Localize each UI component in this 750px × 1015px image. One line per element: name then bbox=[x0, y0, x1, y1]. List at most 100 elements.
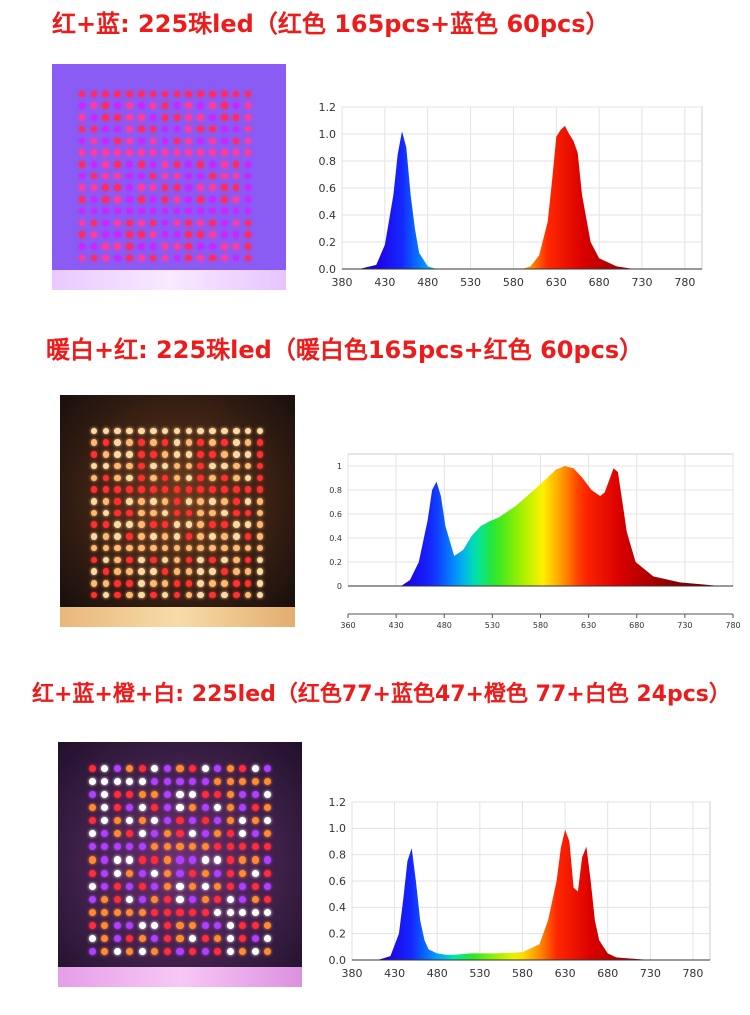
led-dot bbox=[114, 474, 121, 482]
led-dot bbox=[101, 765, 109, 773]
led-dot bbox=[226, 882, 234, 890]
led-dot bbox=[185, 580, 193, 587]
led-dot bbox=[233, 521, 240, 528]
led-dot bbox=[244, 462, 252, 470]
led-dot bbox=[256, 474, 264, 482]
led-dot bbox=[256, 544, 264, 552]
led-dot bbox=[185, 497, 193, 505]
led-dot bbox=[163, 843, 171, 851]
led-dot bbox=[101, 908, 109, 916]
led-dot bbox=[221, 568, 228, 575]
led-dot bbox=[161, 125, 169, 133]
led-dot bbox=[244, 125, 252, 133]
led-dot bbox=[138, 462, 145, 470]
led-dot bbox=[201, 843, 209, 851]
led-dot bbox=[201, 830, 209, 838]
led-dot bbox=[221, 462, 228, 470]
led-dot bbox=[114, 521, 121, 528]
led-dot bbox=[114, 254, 121, 262]
led-dot bbox=[256, 462, 264, 470]
led-dot bbox=[201, 778, 209, 786]
y-tick-label: 1.0 bbox=[319, 128, 337, 141]
led-dot bbox=[90, 568, 98, 575]
led-dot bbox=[114, 207, 121, 215]
led-dot bbox=[256, 497, 264, 505]
led-dot bbox=[114, 486, 121, 493]
led-dot bbox=[232, 207, 240, 215]
led-dot bbox=[102, 219, 109, 227]
led-dot bbox=[232, 231, 240, 238]
led-dot bbox=[173, 243, 181, 250]
y-tick-label: 0.4 bbox=[319, 209, 337, 222]
led-dot bbox=[209, 580, 216, 587]
led-dot bbox=[138, 830, 146, 838]
led-dot bbox=[197, 568, 204, 575]
led-dot bbox=[151, 817, 159, 825]
led-dot bbox=[233, 509, 240, 517]
y-tick-label: 1.2 bbox=[329, 796, 347, 809]
led-dot bbox=[221, 439, 228, 446]
led-dot bbox=[176, 765, 184, 773]
x-tick-label: 430 bbox=[374, 276, 395, 289]
led-dot bbox=[138, 497, 145, 505]
led-dot bbox=[185, 219, 192, 227]
led-dot bbox=[101, 817, 109, 825]
led-dot bbox=[138, 817, 146, 825]
led-dot bbox=[114, 184, 121, 191]
led-dot bbox=[221, 254, 228, 262]
led-dot bbox=[244, 160, 252, 168]
led-dot bbox=[197, 231, 204, 238]
led-dot bbox=[176, 895, 184, 903]
led-dot bbox=[151, 778, 159, 786]
led-dot bbox=[256, 533, 264, 540]
led-dot bbox=[226, 817, 234, 825]
x-tick-label: 380 bbox=[342, 967, 363, 980]
led-dot bbox=[232, 102, 240, 109]
led-dot bbox=[149, 556, 157, 564]
led-dot bbox=[90, 580, 98, 587]
led-dot bbox=[126, 895, 134, 903]
led-dot bbox=[256, 591, 264, 599]
led-dot bbox=[173, 568, 181, 575]
led-dot bbox=[151, 882, 159, 890]
led-dot bbox=[221, 497, 228, 505]
led-dot bbox=[189, 856, 197, 864]
led-dot bbox=[101, 856, 109, 864]
spectrum-area bbox=[401, 466, 720, 586]
led-dot bbox=[138, 580, 145, 587]
led-dot bbox=[90, 544, 98, 552]
led-dot bbox=[244, 184, 252, 191]
led-dot bbox=[221, 149, 228, 156]
led-dot bbox=[114, 439, 121, 446]
led-dot bbox=[214, 908, 222, 916]
led-dot bbox=[214, 921, 222, 929]
led-dot bbox=[256, 427, 264, 435]
led-dot bbox=[185, 90, 192, 98]
led-dot bbox=[214, 843, 222, 851]
led-dot bbox=[264, 921, 272, 929]
led-dot bbox=[197, 90, 204, 98]
led-dot bbox=[102, 509, 110, 517]
led-dot bbox=[239, 895, 247, 903]
led-dot bbox=[221, 580, 228, 587]
led-dot bbox=[161, 90, 169, 98]
led-dot bbox=[201, 765, 209, 773]
led-dot bbox=[102, 533, 110, 540]
led-dot bbox=[90, 243, 98, 250]
x-tick-label: 580 bbox=[503, 276, 524, 289]
led-dot bbox=[88, 921, 96, 929]
led-dot bbox=[78, 172, 86, 180]
led-dot bbox=[102, 207, 109, 215]
led-dot bbox=[126, 556, 133, 564]
led-dot bbox=[161, 580, 169, 587]
led-dot bbox=[173, 462, 181, 470]
led-dot bbox=[114, 137, 121, 145]
led-dot bbox=[173, 90, 181, 98]
led-dot bbox=[232, 149, 240, 156]
led-dot bbox=[161, 427, 169, 435]
led-dot bbox=[209, 219, 216, 227]
section-title-3: 红+蓝+橙+白: 225led（红色77+蓝色47+橙色 77+白色 24pcs… bbox=[32, 682, 731, 707]
led-dot bbox=[176, 856, 184, 864]
led-dot bbox=[137, 160, 145, 168]
led-dot bbox=[151, 934, 159, 942]
